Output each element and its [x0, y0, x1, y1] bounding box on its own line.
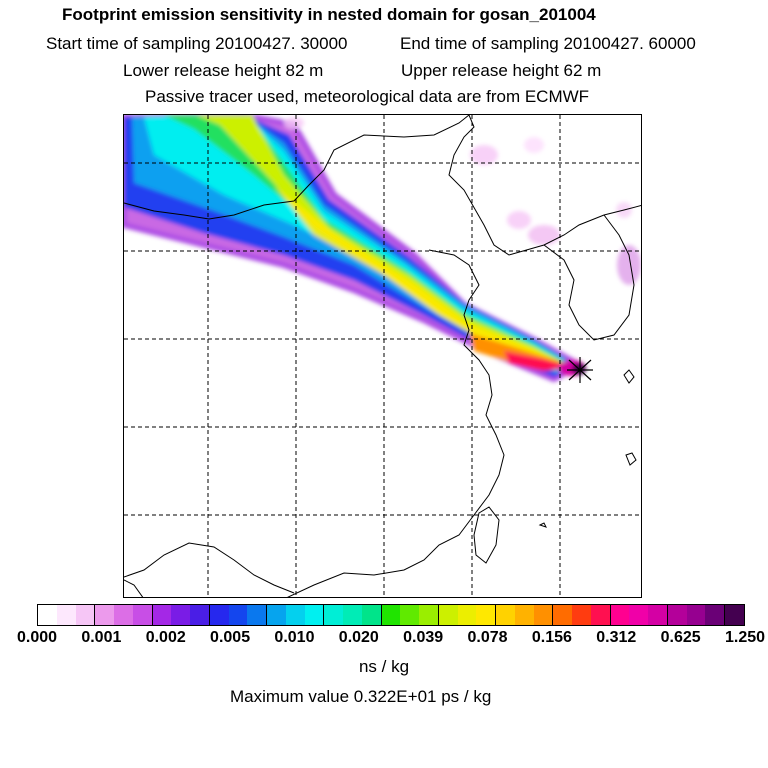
- lower-release-height: Lower release height 82 m: [123, 61, 324, 80]
- colorbar-swatch: [209, 605, 229, 625]
- start-sampling-time: Start time of sampling 20100427. 30000: [46, 34, 348, 53]
- colorbar-tick-label: 0.002: [145, 629, 186, 646]
- footprint-map: [124, 115, 641, 597]
- colorbar-swatch: [247, 605, 267, 625]
- colorbar-swatch: [56, 605, 76, 625]
- colorbar-swatch: [267, 605, 286, 625]
- star-marker: [567, 357, 593, 383]
- colorbar-swatch: [114, 605, 133, 625]
- colorbar-swatch: [476, 605, 496, 625]
- colorbar-unit: ns / kg: [358, 657, 410, 676]
- colorbar-swatch: [705, 605, 725, 625]
- colorbar-swatch: [400, 605, 419, 625]
- colorbar-swatch: [152, 605, 172, 625]
- colorbar-tick-label: 0.156: [531, 629, 572, 646]
- colorbar-swatch: [132, 605, 153, 625]
- upper-release-height: Upper release height 62 m: [401, 61, 602, 80]
- colorbar-swatch: [285, 605, 305, 625]
- colorbar-swatch: [457, 605, 477, 625]
- colorbar-tick-label: 0.625: [660, 629, 701, 646]
- colorbar-tick-label: 0.010: [274, 629, 315, 646]
- plume-green: [164, 115, 570, 369]
- colorbar-swatch: [667, 605, 687, 625]
- colorbar-swatch: [553, 605, 572, 625]
- colorbar-tick-labels: 0.000 0.001 0.002 0.005 0.010 0.020 0.039 0.078…: [0, 629, 768, 649]
- plume-layer: [124, 115, 641, 382]
- colorbar-tick-label: 0.039: [403, 629, 444, 646]
- colorbar-swatch: [171, 605, 190, 625]
- colorbar-swatch: [228, 605, 248, 625]
- colorbar-swatch: [95, 605, 114, 625]
- colorbar-swatch: [572, 605, 591, 625]
- colorbar-swatch: [38, 605, 57, 625]
- colorbar-swatch: [361, 605, 382, 625]
- colorbar-swatch: [629, 605, 648, 625]
- colorbar: [37, 604, 745, 626]
- tracer-info: Passive tracer used, meteorological data…: [145, 87, 590, 106]
- colorbar-swatch: [438, 605, 458, 625]
- colorbar-tick-label: 0.005: [210, 629, 251, 646]
- colorbar-swatch: [514, 605, 534, 625]
- colorbar-swatch: [324, 605, 343, 625]
- colorbar-tick-label: 0.312: [596, 629, 637, 646]
- map-panel: [123, 114, 642, 598]
- colorbar-swatch: [381, 605, 401, 625]
- colorbar-swatch: [304, 605, 325, 625]
- end-sampling-time: End time of sampling 20100427. 60000: [400, 34, 696, 53]
- maximum-value-label: Maximum value 0.322E+01 ps / kg: [230, 687, 492, 706]
- colorbar-swatch: [590, 605, 611, 625]
- colorbar-swatch: [648, 605, 668, 625]
- colorbar-swatch: [610, 605, 630, 625]
- colorbar-swatch: [343, 605, 362, 625]
- plot-title: Footprint emission sensitivity in nested…: [62, 5, 596, 24]
- colorbar-swatch: [725, 605, 744, 625]
- colorbar-swatch: [75, 605, 96, 625]
- coastlines-borders: [124, 115, 641, 597]
- colorbar-swatch: [419, 605, 439, 625]
- colorbar-tick-label: 1.250: [724, 629, 766, 646]
- colorbar-swatch: [190, 605, 210, 625]
- colorbar-tick-label: 0.001: [81, 629, 122, 646]
- grid-lines: [124, 115, 641, 597]
- plume-red: [504, 351, 574, 371]
- colorbar-tick-label: 0.000: [16, 629, 58, 646]
- colorbar-tick-label: 0.020: [338, 629, 379, 646]
- colorbar-swatch: [533, 605, 554, 625]
- colorbar-swatch: [496, 605, 515, 625]
- colorbar-tick-label: 0.078: [467, 629, 508, 646]
- colorbar-swatch: [686, 605, 706, 625]
